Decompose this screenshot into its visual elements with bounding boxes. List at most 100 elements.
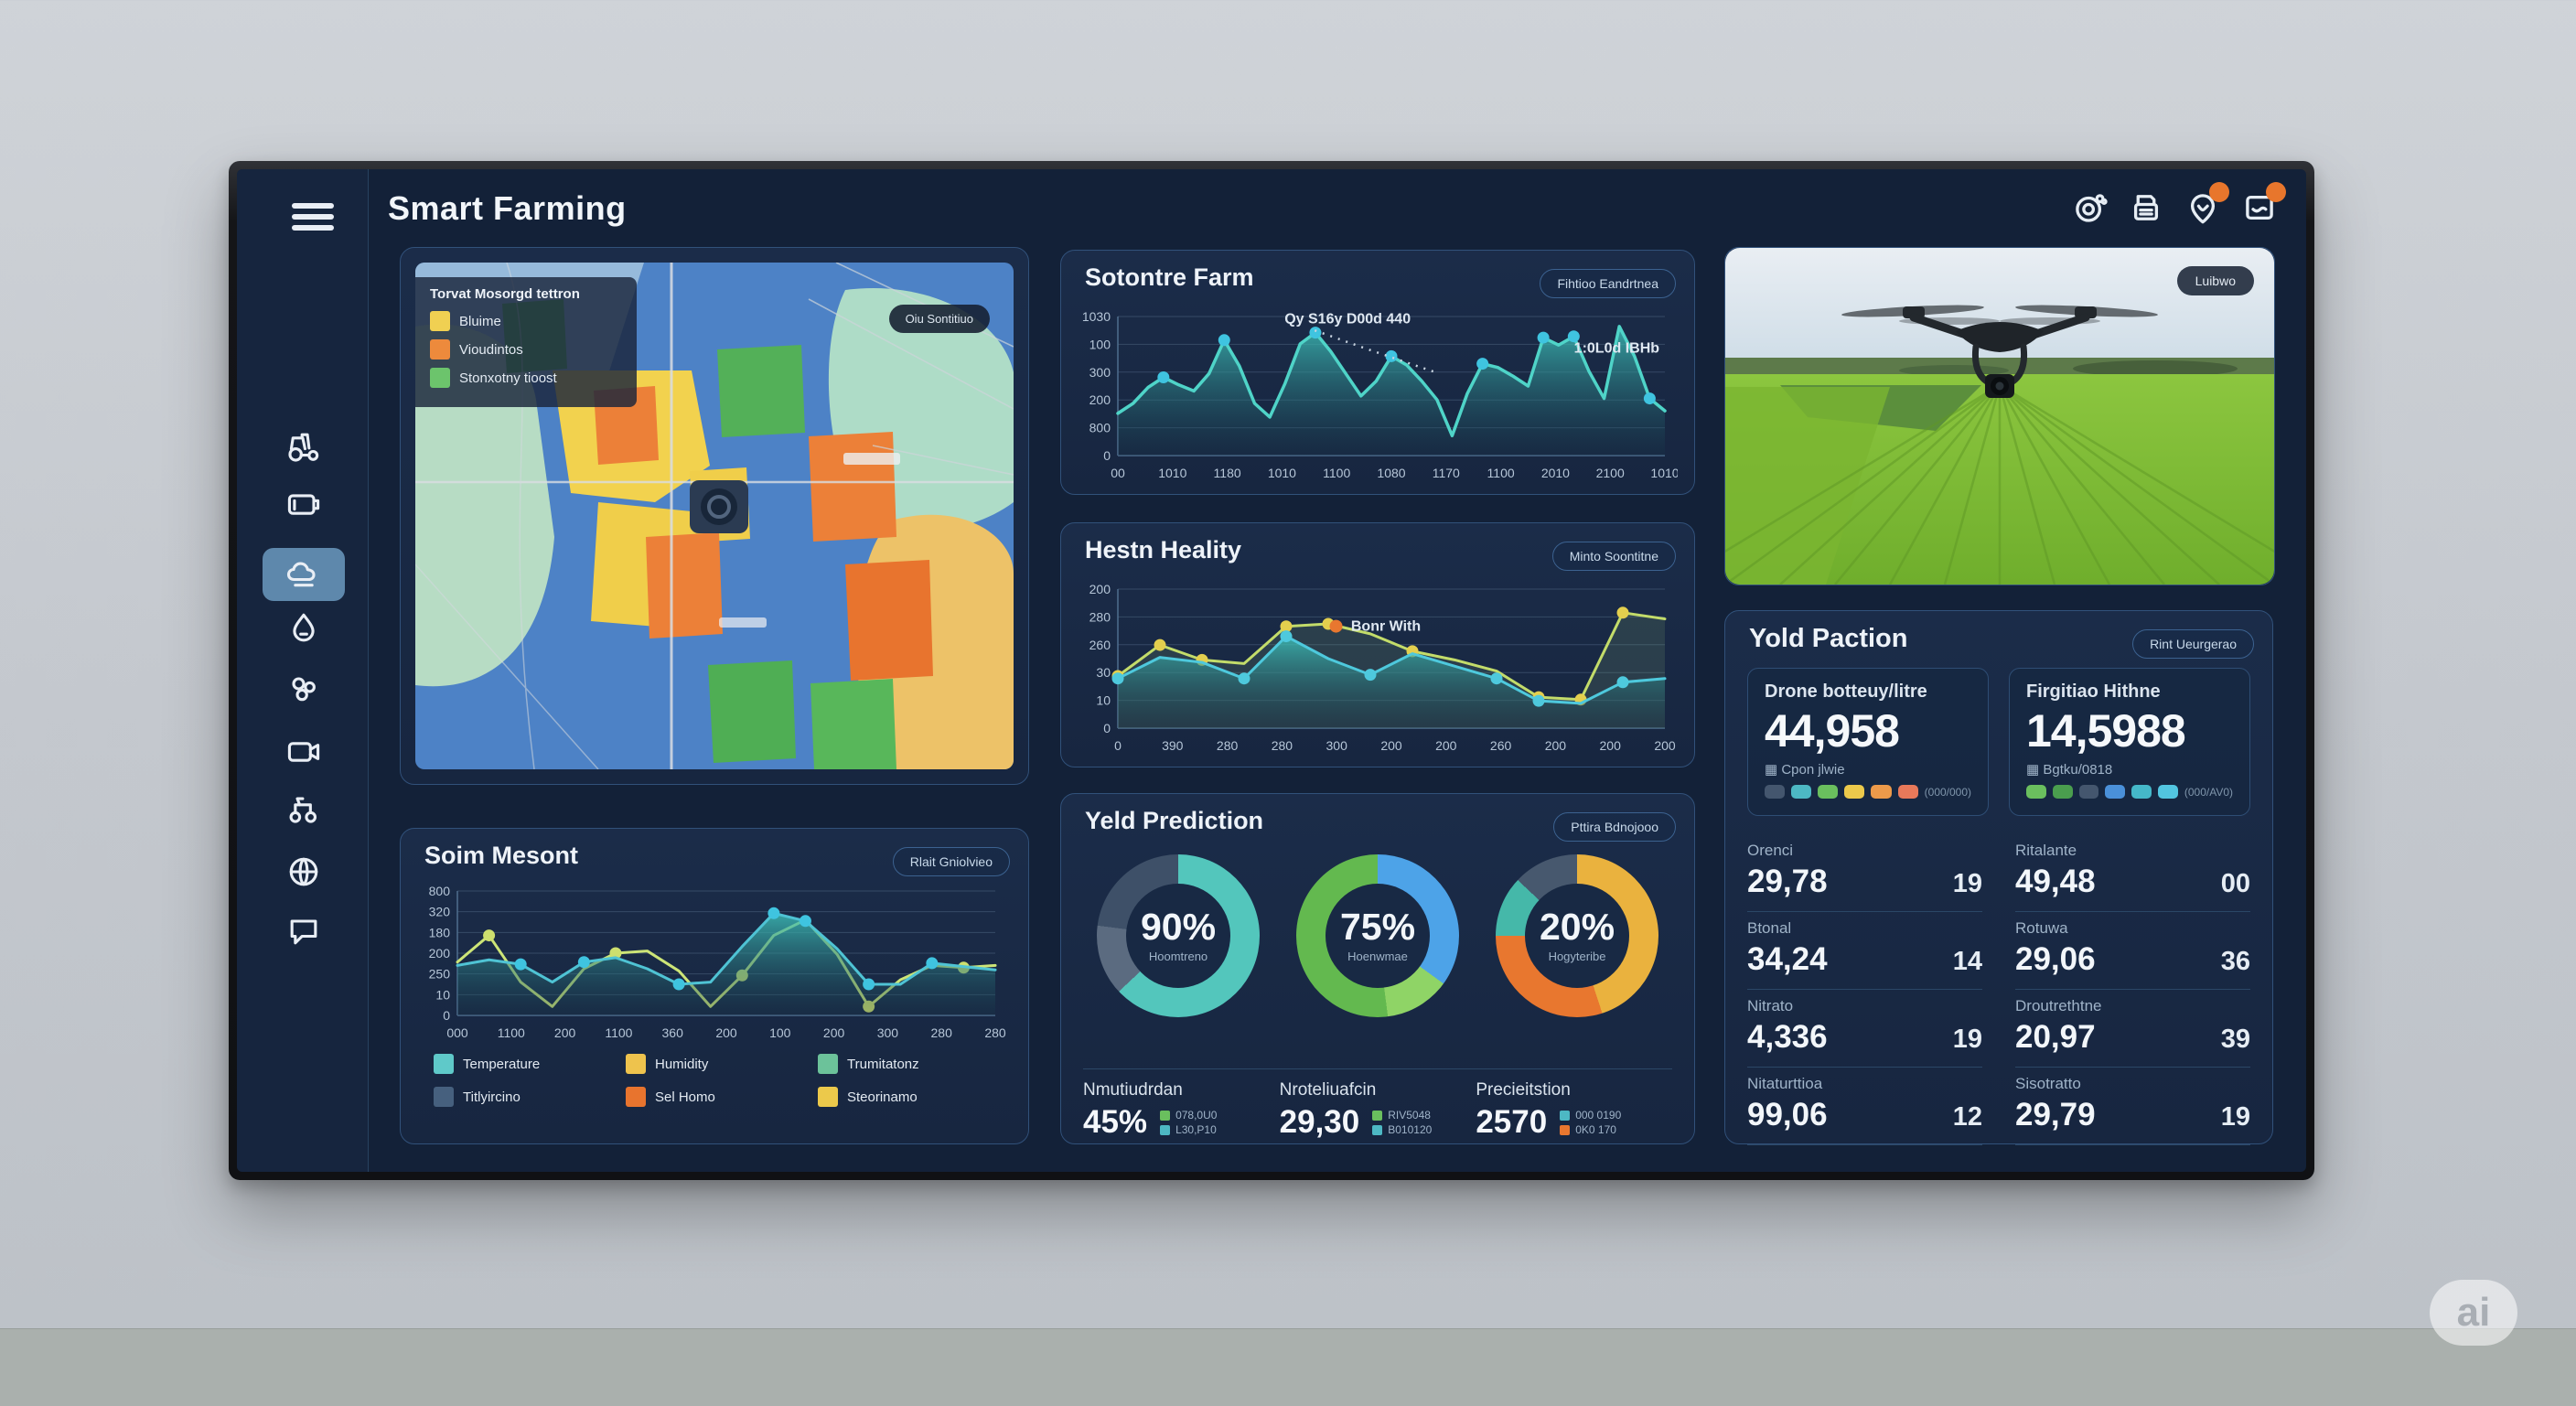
donut-hole bbox=[1525, 884, 1629, 988]
menu-button[interactable] bbox=[286, 197, 339, 235]
donut-stat: Nmutiudrdan 45% 078,0U0 L30,P10 bbox=[1083, 1080, 1280, 1141]
panel-title: Yold Paction bbox=[1749, 624, 1908, 653]
stat-row: Orenci 29,78 19 bbox=[1747, 834, 1982, 912]
svg-text:200: 200 bbox=[429, 946, 451, 961]
stat-label: Nmutiudrdan bbox=[1083, 1080, 1183, 1100]
donut-chart: 75% Hoenwmae bbox=[1296, 854, 1459, 1017]
svg-text:300: 300 bbox=[1089, 365, 1111, 380]
legend-swatch bbox=[626, 1054, 646, 1074]
card-subtext: ▦ Bgtku/0818 bbox=[2026, 762, 2113, 778]
sidebar-item-global[interactable] bbox=[263, 845, 345, 898]
legend-swatch bbox=[1160, 1110, 1171, 1121]
field-map[interactable]: Torvat Mosorgd tettron Bluime Vioudintos… bbox=[415, 263, 1014, 769]
print-report-button[interactable] bbox=[2125, 188, 2167, 230]
video-camera-icon bbox=[287, 742, 320, 762]
svg-text:1180: 1180 bbox=[1214, 466, 1241, 480]
metric-card: Drone botteuy/litre 44,958 ▦ Cpon jlwie … bbox=[1747, 668, 1989, 816]
legend-swatch bbox=[818, 1054, 838, 1074]
soil-chart-panel: Soim Mesont Rlait Gniolvieo 800 320 180 200… bbox=[400, 828, 1029, 1144]
legend-swatch bbox=[430, 368, 450, 388]
scale-pill bbox=[2131, 785, 2152, 799]
soil-line-chart: 800 320 180 200 250 10 0 000 1100 200 1100 360 200 10… bbox=[413, 878, 1008, 1043]
notification-badge bbox=[2266, 182, 2286, 202]
svg-text:30: 30 bbox=[1096, 665, 1111, 680]
stat-value: 45% bbox=[1083, 1104, 1148, 1140]
sensor-chart-panel: Sotontre Farm Fihtioo Eandrtnea 1030 100 3… bbox=[1060, 250, 1695, 495]
messages-button[interactable] bbox=[2238, 182, 2286, 230]
stat-value: 2570 bbox=[1476, 1104, 1548, 1140]
mini-stat: B010120 bbox=[1388, 1123, 1433, 1136]
svg-text:280: 280 bbox=[1089, 609, 1111, 624]
svg-text:200: 200 bbox=[554, 1025, 576, 1040]
svg-text:320: 320 bbox=[429, 905, 451, 919]
map-badge-button[interactable]: Oiu Sontitiuo bbox=[888, 305, 990, 333]
card-value: 44,958 bbox=[1765, 705, 1900, 757]
svg-text:1010: 1010 bbox=[1158, 466, 1186, 480]
smart-farming-dashboard: Smart Farming bbox=[237, 169, 2306, 1172]
svg-text:800: 800 bbox=[1089, 421, 1111, 435]
legend-swatch bbox=[1372, 1124, 1383, 1135]
svg-text:390: 390 bbox=[1162, 738, 1184, 753]
color-scale: (000/000) bbox=[1765, 785, 1971, 799]
svg-text:2100: 2100 bbox=[1596, 466, 1625, 480]
live-badge-button[interactable]: Luibwo bbox=[2176, 266, 2254, 295]
target-icon bbox=[2076, 193, 2108, 222]
svg-text:000: 000 bbox=[446, 1025, 468, 1040]
favorites-button[interactable] bbox=[2182, 182, 2229, 230]
crop-field-icon bbox=[286, 562, 316, 587]
donut-stat: Nroteliuafcin 29,30 RIV5048 B010120 bbox=[1280, 1080, 1476, 1141]
svg-text:1010: 1010 bbox=[1650, 466, 1678, 480]
donut-label: Hoomtreno bbox=[1148, 950, 1208, 963]
legend-item: Bluime bbox=[430, 311, 624, 331]
sidebar-item-device[interactable] bbox=[263, 478, 345, 531]
panel-badge-button[interactable]: Rint Ueurgerao bbox=[2132, 629, 2254, 659]
legend-swatch bbox=[626, 1087, 646, 1107]
field-map-panel: Torvat Mosorgd tettron Bluime Vioudintos… bbox=[400, 247, 1029, 785]
svg-text:0: 0 bbox=[1114, 738, 1122, 753]
svg-text:360: 360 bbox=[662, 1025, 684, 1040]
sensor-area-chart: 1030 100 300 200 800 0 00 1010 1180 1010 1100 1080 1… bbox=[1074, 304, 1680, 483]
drone-photo bbox=[1725, 248, 2274, 585]
sidebar-item-camera[interactable] bbox=[263, 725, 345, 778]
legend-label: Humidity bbox=[655, 1056, 709, 1072]
donut-group: 75% Hoenwmae bbox=[1286, 854, 1469, 1017]
svg-text:200: 200 bbox=[1435, 738, 1457, 753]
grid-icon: ▦ bbox=[2026, 762, 2044, 778]
svg-text:260: 260 bbox=[1490, 738, 1512, 753]
legend-swatch bbox=[434, 1087, 454, 1107]
stat-row: Rotuwa 29,06 36 bbox=[2015, 912, 2250, 990]
svg-text:800: 800 bbox=[429, 884, 451, 898]
svg-text:1170: 1170 bbox=[1433, 466, 1460, 480]
svg-text:1080: 1080 bbox=[1377, 466, 1405, 480]
svg-text:0: 0 bbox=[1103, 721, 1111, 735]
svg-text:280: 280 bbox=[1217, 738, 1239, 753]
svg-text:300: 300 bbox=[1326, 738, 1348, 753]
svg-text:00: 00 bbox=[1111, 466, 1125, 480]
stat-row: Ritalante 49,48 00 bbox=[2015, 834, 2250, 912]
stat-row: Btonal 34,24 14 bbox=[1747, 912, 1982, 990]
drone-field-image[interactable]: Luibwo bbox=[1725, 248, 2274, 585]
panel-badge-button[interactable]: Pttira Bdnojooo bbox=[1553, 812, 1676, 842]
stat-label: Precieitstion bbox=[1476, 1080, 1571, 1100]
legend-swatch bbox=[430, 311, 450, 331]
donut-hole bbox=[1326, 884, 1430, 988]
sidebar-item-irrigation[interactable] bbox=[263, 602, 345, 655]
panel-badge-button[interactable]: Minto Soontitne bbox=[1551, 542, 1676, 571]
panel-badge-button[interactable]: Fihtioo Eandrtnea bbox=[1540, 269, 1676, 298]
donut-percent: 20% bbox=[1539, 906, 1615, 948]
settings-target-button[interactable] bbox=[2068, 188, 2110, 230]
scale-pill bbox=[2052, 785, 2073, 799]
message-icon bbox=[2246, 195, 2273, 220]
panel-badge-button[interactable]: Rlait Gniolvieo bbox=[892, 847, 1010, 876]
sidebar-item-tractor[interactable] bbox=[263, 420, 345, 473]
donut-chart: 20% Hogyteribe bbox=[1496, 854, 1658, 1017]
stat-row: Sisotratto 29,79 19 bbox=[2015, 1068, 2250, 1145]
sidebar-item-chat[interactable] bbox=[263, 905, 345, 958]
card-label: Firgitiao Hithne bbox=[2026, 682, 2161, 702]
sidebar-item-drone[interactable] bbox=[263, 783, 345, 836]
legend-swatch bbox=[430, 339, 450, 360]
sidebar-item-crops-active[interactable] bbox=[263, 548, 345, 601]
svg-text:280: 280 bbox=[931, 1025, 953, 1040]
svg-text:200: 200 bbox=[1600, 738, 1622, 753]
sidebar-item-seeds[interactable] bbox=[263, 662, 345, 715]
